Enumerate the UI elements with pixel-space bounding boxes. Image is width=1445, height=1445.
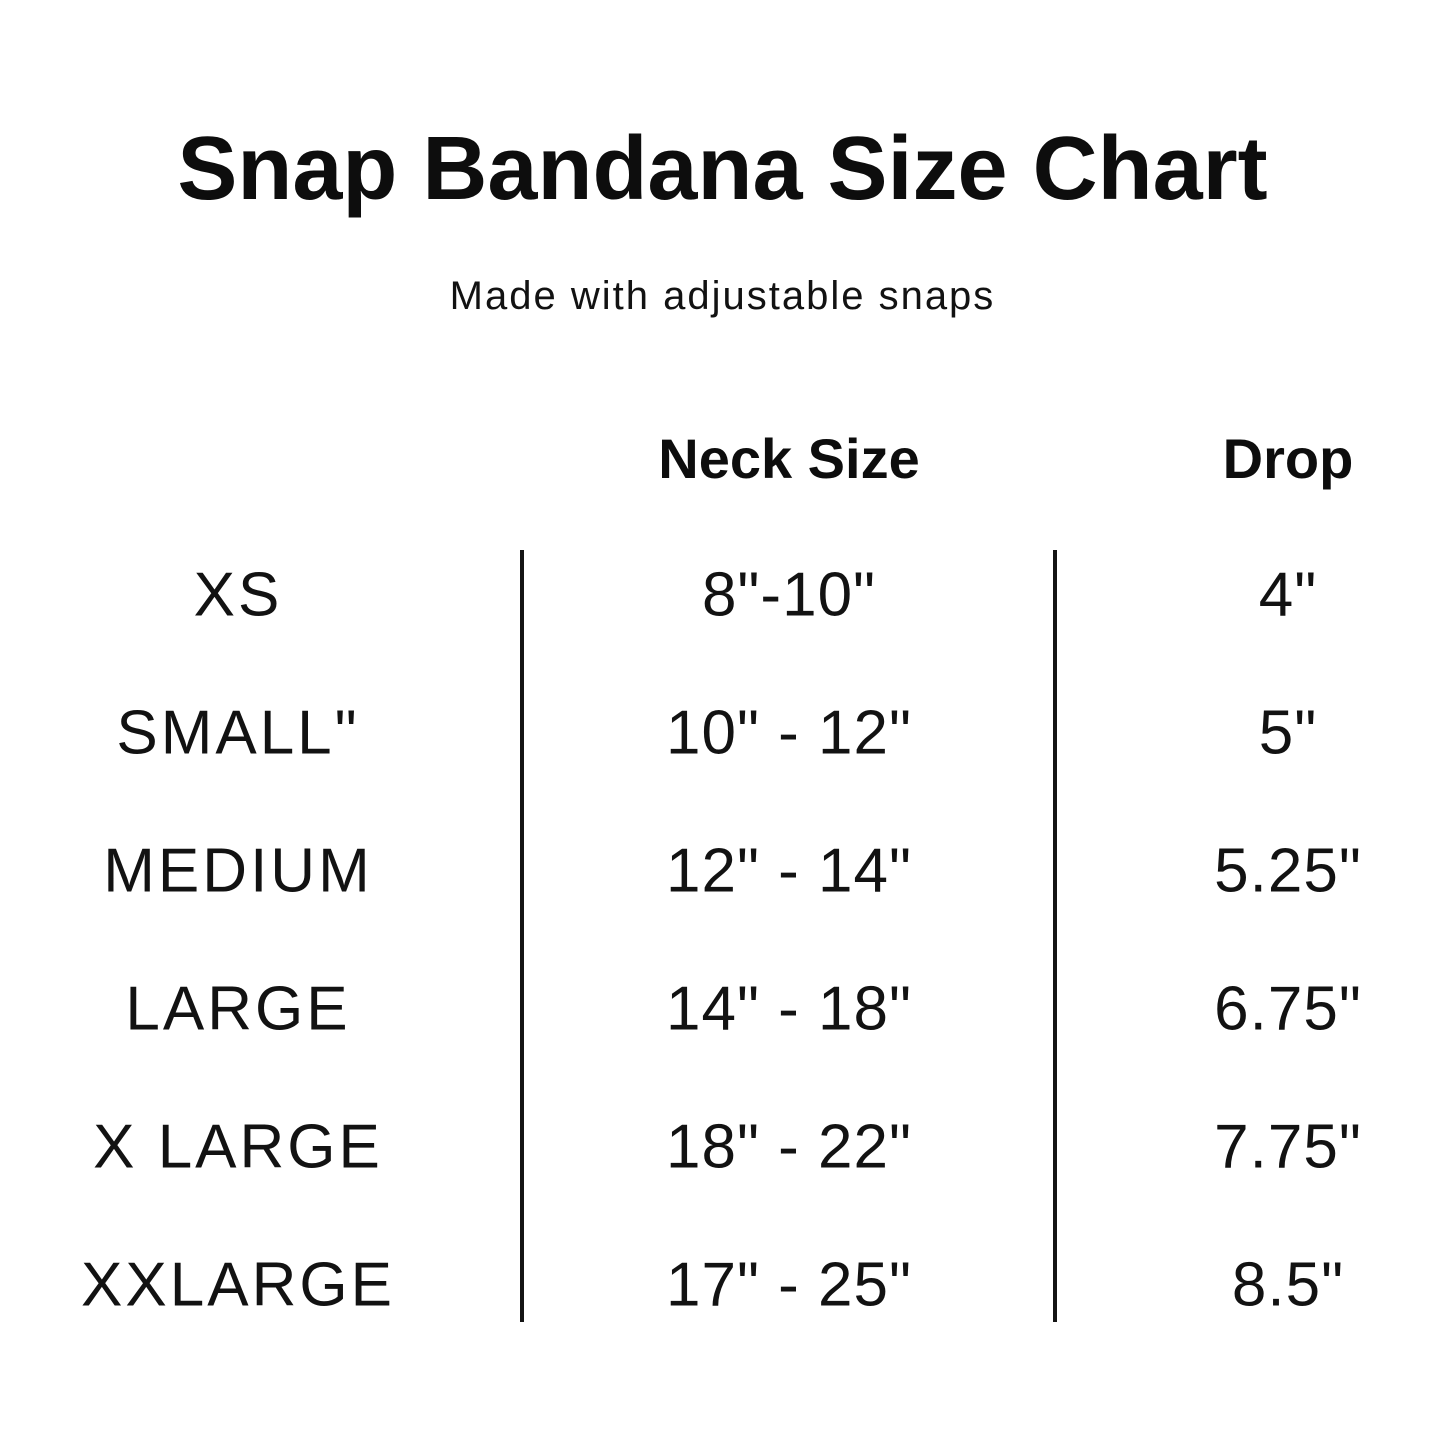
drop-cell: 5" bbox=[1258, 698, 1318, 768]
size-cell: SMALL" bbox=[116, 698, 360, 768]
size-cell: LARGE bbox=[125, 974, 351, 1044]
table-row: SMALL" 10" - 12" 5" bbox=[0, 664, 1445, 802]
neck-size-cell: 17" - 25" bbox=[665, 1250, 913, 1320]
table-body: XS 8"-10" 4" SMALL" 10" - 12" 5" MEDIUM … bbox=[0, 526, 1445, 1354]
table-row: XXLARGE 17" - 25" 8.5" bbox=[0, 1216, 1445, 1354]
page-subtitle: Made with adjustable snaps bbox=[449, 274, 996, 318]
table-row: XS 8"-10" 4" bbox=[0, 526, 1445, 664]
drop-cell: 7.75" bbox=[1214, 1112, 1362, 1182]
size-cell: XXLARGE bbox=[81, 1250, 395, 1320]
neck-size-cell: 14" - 18" bbox=[665, 974, 913, 1044]
size-cell: MEDIUM bbox=[103, 836, 373, 906]
table-row: LARGE 14" - 18" 6.75" bbox=[0, 940, 1445, 1078]
table-row: MEDIUM 12" - 14" 5.25" bbox=[0, 802, 1445, 940]
table-row: X LARGE 18" - 22" 7.75" bbox=[0, 1078, 1445, 1216]
vertical-divider-right bbox=[1053, 550, 1057, 1322]
size-cell: X LARGE bbox=[93, 1112, 383, 1182]
drop-cell: 4" bbox=[1258, 560, 1318, 630]
neck-size-cell: 12" - 14" bbox=[665, 836, 913, 906]
drop-cell: 8.5" bbox=[1231, 1250, 1345, 1320]
size-cell: XS bbox=[193, 560, 283, 630]
page-title: Snap Bandana Size Chart bbox=[177, 119, 1268, 219]
drop-cell: 6.75" bbox=[1214, 974, 1362, 1044]
vertical-divider-left bbox=[520, 550, 524, 1322]
neck-size-cell: 8"-10" bbox=[701, 560, 877, 630]
column-header-drop: Drop bbox=[1222, 427, 1354, 490]
drop-cell: 5.25" bbox=[1214, 836, 1362, 906]
neck-size-cell: 10" - 12" bbox=[665, 698, 913, 768]
neck-size-cell: 18" - 22" bbox=[665, 1112, 913, 1182]
column-header-neck-size: Neck Size bbox=[658, 427, 920, 490]
